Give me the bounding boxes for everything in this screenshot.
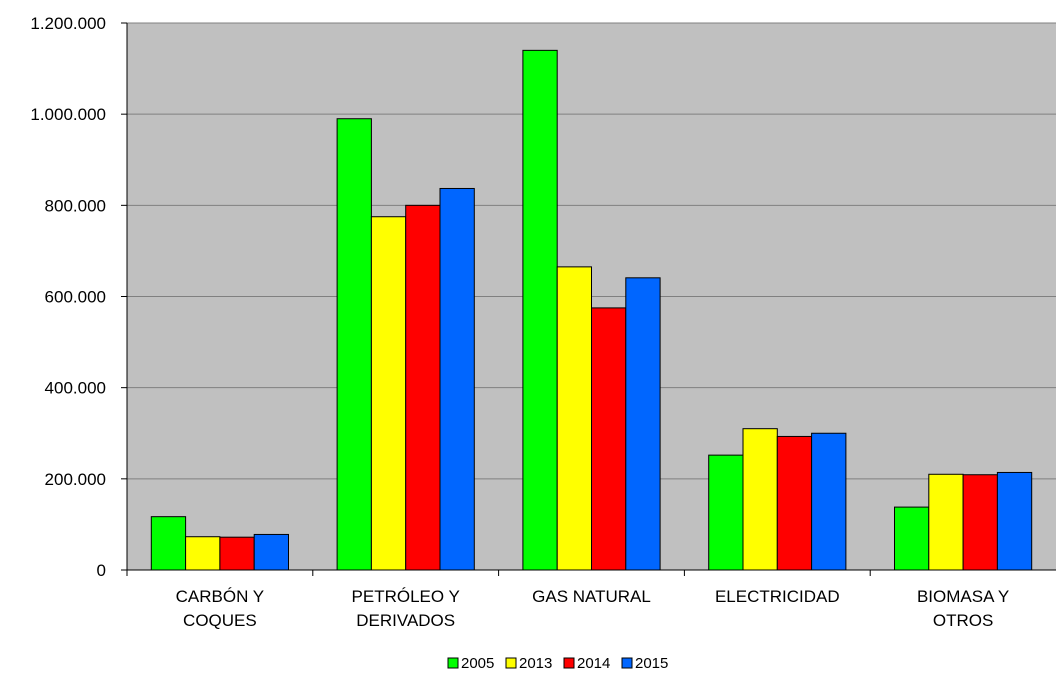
y-tick-label: 0 xyxy=(97,561,106,580)
bar-2005 xyxy=(150,516,187,571)
y-tick-label: 200.000 xyxy=(45,470,106,489)
x-category-label-line: COQUES xyxy=(183,611,257,630)
legend-swatch xyxy=(505,657,517,669)
bar-2013 xyxy=(742,428,778,571)
legend-swatch xyxy=(621,657,633,669)
y-tick-label: 1.200.000 xyxy=(30,14,106,33)
x-category-label-line: ELECTRICIDAD xyxy=(715,587,840,606)
x-category-label: CARBÓN Y COQUES xyxy=(176,587,265,630)
y-tick-label: 1.000.000 xyxy=(30,105,106,124)
axes xyxy=(121,22,1056,576)
x-category-label-line: CARBÓN Y xyxy=(176,587,265,606)
bar-2015 xyxy=(625,277,661,571)
x-category-label-line: GAS NATURAL xyxy=(532,587,651,606)
legend-label: 2005 xyxy=(461,655,494,672)
bar-2005 xyxy=(708,454,744,571)
bar-2005 xyxy=(522,49,558,571)
x-category-label: BIOMASA Y OTROS xyxy=(917,587,1009,630)
bar-2013 xyxy=(556,266,593,571)
x-category-label-line: DERIVADOS xyxy=(356,611,455,630)
x-category-label: PETRÓLEO Y DERIVADOS xyxy=(352,587,460,630)
x-category-label-line: PETRÓLEO Y xyxy=(352,587,460,606)
y-tick-labels: 0 200.000 400.000 600.000 800.000 1.000.000 1.… xyxy=(30,14,106,580)
x-category-label: ELECTRICIDAD xyxy=(715,587,840,606)
bars xyxy=(150,49,1033,571)
legend: 2005 2013 2014 2015 xyxy=(447,655,668,672)
y-tick-label: 800.000 xyxy=(45,196,106,215)
legend-swatch xyxy=(447,657,459,669)
bar-2015 xyxy=(996,471,1033,571)
legend-label: 2015 xyxy=(635,655,668,672)
bar-2015 xyxy=(439,187,475,571)
y-tick-label: 600.000 xyxy=(45,288,106,307)
x-category-label-line: BIOMASA Y xyxy=(917,587,1009,606)
bar-2005 xyxy=(336,118,372,571)
x-category-label-line: OTROS xyxy=(933,611,993,630)
bar-2013 xyxy=(370,216,407,571)
bar-2014 xyxy=(776,435,813,571)
x-category-labels: CARBÓN Y COQUES PETRÓLEO Y DERIVADOS GAS NAT… xyxy=(176,587,1010,630)
bar-2014 xyxy=(405,204,441,571)
legend-label: 2013 xyxy=(519,655,552,672)
bar-2014 xyxy=(962,474,998,571)
bar-2015 xyxy=(811,432,847,571)
bar-2015 xyxy=(253,533,289,571)
bar-2005 xyxy=(894,506,930,571)
x-category-label: GAS NATURAL xyxy=(532,587,651,606)
bar-2013 xyxy=(185,536,221,571)
y-tick-label: 400.000 xyxy=(45,379,106,398)
legend-swatch xyxy=(563,657,575,669)
bar-2014 xyxy=(219,536,255,571)
bar-2014 xyxy=(591,307,627,571)
bar-2013 xyxy=(928,473,964,571)
legend-label: 2014 xyxy=(577,655,610,672)
